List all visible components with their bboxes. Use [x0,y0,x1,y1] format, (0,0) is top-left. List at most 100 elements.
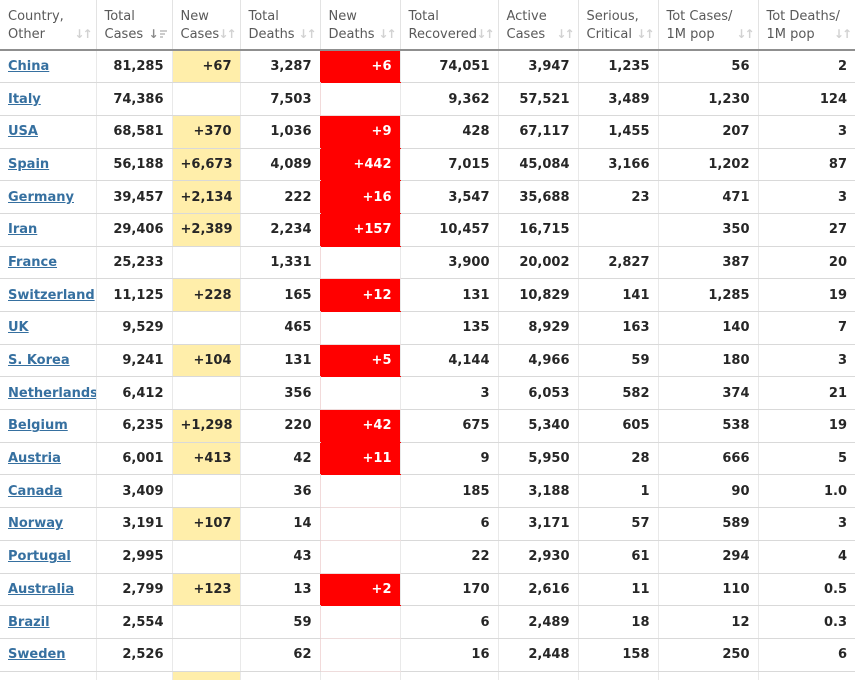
new_deaths-cell: +5 [319,344,400,378]
deaths_per_1m-cell: 19 [757,409,855,443]
table-row: Australia 2,799 +123 13 +2 170 2,616 11 110 0.5 [0,573,855,607]
serious_critical-cell: 61 [577,540,658,574]
serious_critical-cell: 1 [577,474,658,509]
partial-cases_per_1m-cell [657,671,758,681]
country-link[interactable]: Switzerland [8,287,95,303]
total_deaths-cell: 356 [239,376,320,411]
country-link[interactable]: Germany [8,189,74,205]
column-header-deaths_per_1m[interactable]: Tot Deaths/1M pop ↓↑ [757,0,855,51]
country-link[interactable]: Netherlands [8,385,96,401]
total_cases-cell: 56,188 [95,148,172,182]
new_deaths-cell [319,474,400,509]
column-header-label: Tot Cases/1M pop [666,9,733,43]
deaths_per_1m-cell: 3 [757,180,855,214]
cases_per_1m-cell: 207 [657,115,758,149]
serious_critical-cell: 28 [577,442,658,476]
deaths_per_1m-cell: 3 [757,115,855,149]
table-row: China 81,285 +67 3,287 +6 74,051 3,947 1,235 56 2 [0,50,855,84]
partial-country-cell [0,671,96,681]
country-cell: Canada [0,474,96,509]
new_deaths-cell: +2 [319,573,400,607]
total_cases-cell: 81,285 [95,50,172,84]
total_deaths-cell: 165 [239,278,320,312]
table-row: Norway 3,191 +107 14 6 3,171 57 589 3 [0,507,855,541]
country-link[interactable]: Austria [8,451,61,467]
country-cell: Iran [0,213,96,247]
column-header-label: New Deaths [328,9,375,43]
country-cell: Brazil [0,605,96,639]
country-link[interactable]: UK [8,320,29,336]
country-link[interactable]: Belgium [8,418,68,434]
cases_per_1m-cell: 1,285 [657,278,758,312]
country-link[interactable]: France [8,254,58,270]
sort-toggle-icon: ↓↑ [378,27,396,41]
new_cases-cell [171,540,240,574]
active_cases-cell: 20,002 [497,246,578,280]
country-link[interactable]: Spain [8,156,50,172]
column-header-total_cases[interactable]: Total Cases ↓ [95,0,172,51]
total_recovered-cell: 135 [399,311,498,345]
total_deaths-cell: 43 [239,540,320,574]
total_recovered-cell: 10,457 [399,213,498,247]
column-header-new_cases[interactable]: New Cases ↓↑ [171,0,240,51]
total_cases-cell: 6,235 [95,409,172,443]
serious_critical-cell: 3,166 [577,148,658,182]
country-link[interactable]: Brazil [8,614,50,630]
column-header-new_deaths[interactable]: New Deaths ↓↑ [319,0,400,51]
total_deaths-cell: 7,503 [239,82,320,116]
total_recovered-cell: 675 [399,409,498,443]
country-link[interactable]: Sweden [8,647,66,663]
partial-total_recovered-cell [399,671,498,681]
column-header-country[interactable]: Country, Other ↓↑ [0,0,96,51]
total_recovered-cell: 6 [399,507,498,541]
cases_per_1m-cell: 387 [657,246,758,280]
table-row: Portugal 2,995 43 22 2,930 61 294 4 [0,540,855,574]
total_cases-cell: 6,001 [95,442,172,476]
country-link[interactable]: Italy [8,91,41,107]
country-link[interactable]: Australia [8,581,75,597]
country-link[interactable]: Norway [8,516,64,532]
country-cell: Portugal [0,540,96,574]
cases_per_1m-cell: 350 [657,213,758,247]
country-cell: Netherlands [0,376,96,411]
column-header-total_recovered[interactable]: Total Recovered ↓↑ [399,0,498,51]
total_recovered-cell: 131 [399,278,498,312]
serious_critical-cell: 141 [577,278,658,312]
new_deaths-cell: +9 [319,115,400,149]
deaths_per_1m-cell: 27 [757,213,855,247]
sort-toggle-icon: ↓↑ [218,27,236,41]
serious_critical-cell: 57 [577,507,658,541]
cases_per_1m-cell: 180 [657,344,758,378]
active_cases-cell: 8,929 [497,311,578,345]
country-link[interactable]: Iran [8,222,38,238]
table-row: Spain 56,188 +6,673 4,089 +442 7,015 45,084 3,1… [0,148,855,182]
total_recovered-cell: 9,362 [399,82,498,116]
serious_critical-cell: 2,827 [577,246,658,280]
deaths_per_1m-cell: 6 [757,638,855,672]
deaths_per_1m-cell: 19 [757,278,855,312]
column-header-active_cases[interactable]: Active Cases ↓↑ [497,0,578,51]
total_recovered-cell: 6 [399,605,498,639]
country-link[interactable]: China [8,59,50,75]
total_recovered-cell: 4,144 [399,344,498,378]
column-header-total_deaths[interactable]: Total Deaths ↓↑ [239,0,320,51]
column-header-serious_critical[interactable]: Serious, Critical ↓↑ [577,0,658,51]
total_cases-cell: 9,529 [95,311,172,345]
total_cases-cell: 25,233 [95,246,172,280]
total_deaths-cell: 36 [239,474,320,509]
deaths_per_1m-cell: 3 [757,507,855,541]
country-link[interactable]: USA [8,124,38,140]
active_cases-cell: 2,489 [497,605,578,639]
country-link[interactable]: Portugal [8,549,71,565]
country-link[interactable]: Canada [8,483,63,499]
new_deaths-cell: +16 [319,180,400,214]
new_cases-cell: +228 [171,278,240,312]
active_cases-cell: 3,171 [497,507,578,541]
cases_per_1m-cell: 56 [657,50,758,84]
country-link[interactable]: S. Korea [8,353,70,369]
column-header-cases_per_1m[interactable]: Tot Cases/1M pop ↓↑ [657,0,758,51]
country-cell: Italy [0,82,96,116]
total_recovered-cell: 3 [399,376,498,411]
new_deaths-cell [319,507,400,541]
column-header-label: Total Deaths [248,9,295,43]
